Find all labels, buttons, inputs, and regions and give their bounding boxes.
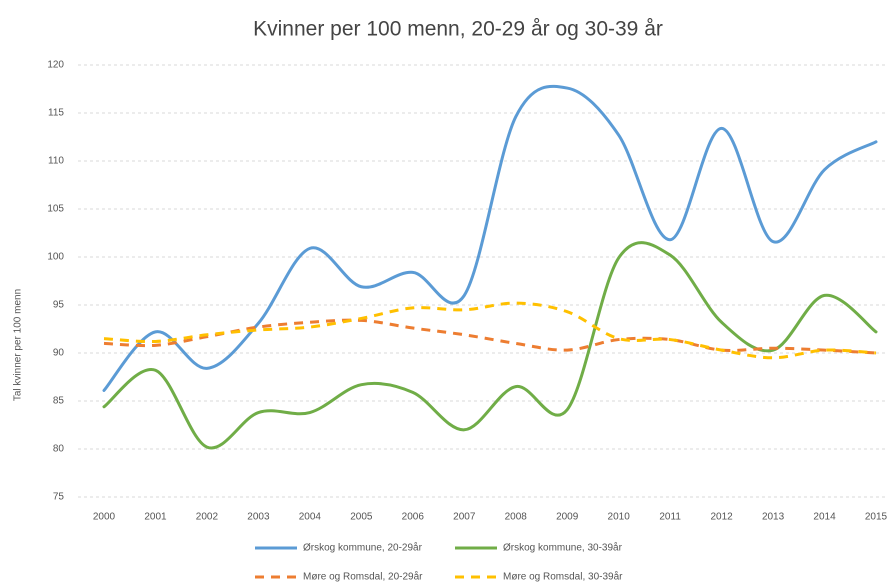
y-tick-label: 105 [47, 204, 64, 215]
y-tick-label: 85 [53, 396, 65, 407]
x-tick-label: 2015 [865, 512, 888, 523]
y-tick-label: 75 [53, 492, 65, 503]
x-tick-label: 2000 [93, 512, 116, 523]
series-line [103, 301, 877, 360]
legend-label: Møre og Romsdal, 20-29år [303, 571, 423, 583]
x-tick-label: 2005 [350, 512, 373, 523]
x-tick-label: 2012 [710, 512, 733, 523]
y-tick-label: 115 [48, 108, 64, 119]
y-tick-label: 110 [48, 156, 64, 167]
x-tick-label: 2003 [247, 512, 270, 523]
x-tick-label: 2011 [659, 512, 681, 523]
x-tick-label: 2009 [556, 512, 579, 523]
x-tick-label: 2013 [762, 512, 785, 523]
x-tick-label: 2002 [196, 512, 219, 523]
x-tick-label: 2004 [299, 512, 322, 523]
y-tick-label: 80 [53, 444, 65, 455]
x-tick-label: 2007 [453, 512, 476, 523]
y-tick-label: 120 [47, 60, 64, 71]
chart-title: Kvinner per 100 menn, 20-29 år og 30-39 … [253, 18, 663, 41]
x-tick-label: 2001 [144, 512, 167, 523]
y-tick-label: 95 [53, 300, 65, 311]
series-line [102, 241, 878, 450]
legend-label: Møre og Romsdal, 30-39år [503, 571, 623, 583]
y-axis-label: Tal kvinner per 100 menn [13, 289, 24, 401]
y-tick-label: 100 [47, 252, 64, 263]
legend-label: Ørskog kommune, 30-39år [503, 542, 623, 554]
x-tick-label: 2010 [608, 512, 631, 523]
y-tick-label: 90 [53, 348, 65, 359]
series-line [102, 84, 878, 392]
x-tick-label: 2006 [402, 512, 425, 523]
x-tick-label: 2008 [505, 512, 528, 523]
legend-label: Ørskog kommune, 20-29år [303, 542, 423, 554]
series-line [103, 318, 877, 355]
x-tick-label: 2014 [813, 512, 836, 523]
